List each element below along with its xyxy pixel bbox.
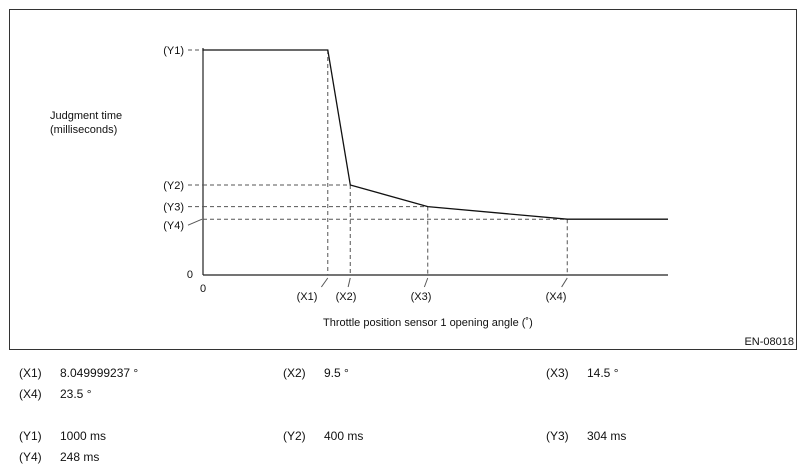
definitions-row: (Y1) 1000 ms (Y2) 400 ms (Y3) 304 ms <box>0 429 808 445</box>
definition-value: 8.049999237 ° <box>60 366 139 380</box>
figure-id: EN-08018 <box>744 336 794 348</box>
x-tick-leader <box>347 277 351 288</box>
figure-frame <box>9 9 797 350</box>
definition-x4: (X4) 23.5 ° <box>19 387 92 401</box>
definition-y1: (Y1) 1000 ms <box>19 429 106 443</box>
definition-value: 1000 ms <box>60 429 107 443</box>
y-tick-label: (Y3) <box>163 202 184 214</box>
guide-lines <box>203 50 568 275</box>
definition-key: (Y2) <box>283 429 306 443</box>
definition-key: (Y4) <box>19 450 42 464</box>
y-axis-label: Judgment time (milliseconds) <box>50 109 180 137</box>
definition-y3: (Y3) 304 ms <box>546 429 626 443</box>
chart-axes <box>202 48 668 276</box>
definition-key: (Y3) <box>546 429 569 443</box>
x-tick-leader <box>561 277 568 288</box>
x-tick-label: (X3) <box>411 291 432 303</box>
x-tick-leader <box>423 277 429 288</box>
definition-key: (X4) <box>19 387 42 401</box>
y-tick-label: (Y2) <box>163 180 184 192</box>
definition-value: 400 ms <box>324 429 364 443</box>
definition-x3: (X3) 14.5 ° <box>546 366 619 380</box>
definition-value: 23.5 ° <box>60 387 92 401</box>
definition-key: (X2) <box>283 366 306 380</box>
x-axis-label: Throttle position sensor 1 opening angle… <box>323 317 533 329</box>
y-tick-label: (Y1) <box>163 45 184 57</box>
definitions-row: (Y4) 248 ms <box>0 450 808 466</box>
x-tick-leader <box>320 277 329 288</box>
y-axis-label-line2: (milliseconds) <box>50 124 118 136</box>
definition-key: (X1) <box>19 366 42 380</box>
judgment-time-line <box>203 49 668 220</box>
series-line <box>203 49 668 220</box>
x-tick-label: (X2) <box>336 291 357 303</box>
y-origin-label: 0 <box>187 269 193 281</box>
definitions-row: (X4) 23.5 ° <box>0 387 808 403</box>
definition-key: (X3) <box>546 366 569 380</box>
definition-y2: (Y2) 400 ms <box>283 429 363 443</box>
x-tick-label: (X1) <box>297 291 318 303</box>
definition-value: 14.5 ° <box>587 366 619 380</box>
chart-plot: 00 (Y1) (Y2) (Y3) (Y4) (X1) (X2) (X3) (X4) <box>163 45 668 303</box>
definition-x1: (X1) 8.049999237 ° <box>19 366 138 380</box>
definitions-row: (X1) 8.049999237 ° (X2) 9.5 ° (X3) 14.5 ° <box>0 366 808 382</box>
definition-value: 304 ms <box>587 429 627 443</box>
definition-value: 9.5 ° <box>324 366 349 380</box>
definition-value: 248 ms <box>60 450 100 464</box>
tick-labels: 00 (Y1) (Y2) (Y3) (Y4) (X1) (X2) (X3) (X4) <box>163 45 568 303</box>
definition-y4: (Y4) 248 ms <box>19 450 99 464</box>
y-tick-leader <box>187 218 203 226</box>
x-origin-label: 0 <box>200 283 206 295</box>
x-tick-label: (X4) <box>546 291 567 303</box>
y-axis-label-line1: Judgment time <box>50 110 123 122</box>
definition-key: (Y1) <box>19 429 42 443</box>
y-tick-label: (Y4) <box>163 220 184 232</box>
definition-x2: (X2) 9.5 ° <box>283 366 349 380</box>
